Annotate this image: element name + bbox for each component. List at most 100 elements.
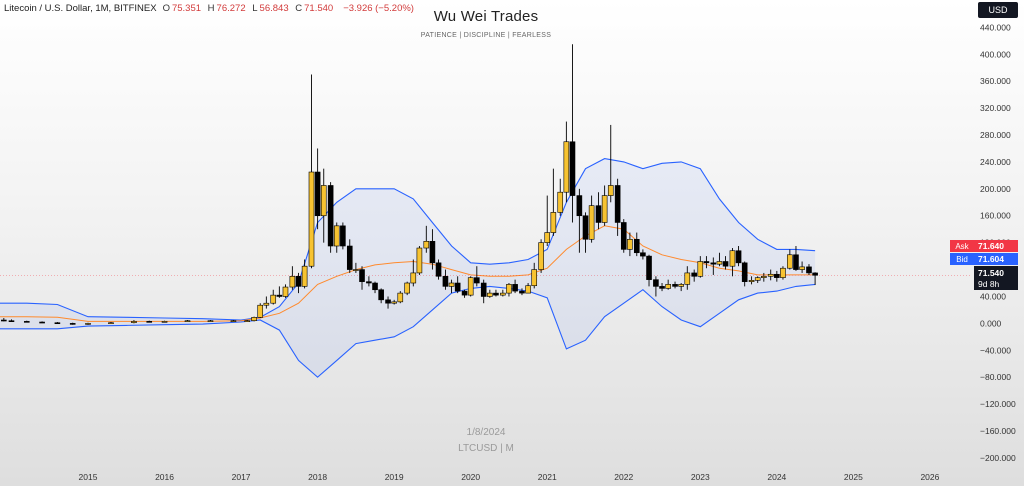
candle-body — [366, 281, 372, 284]
candle — [493, 289, 499, 297]
candle — [448, 279, 455, 294]
candle-body — [735, 250, 742, 264]
candle-body — [131, 321, 137, 324]
candle-body — [276, 294, 283, 297]
candle — [404, 281, 410, 296]
y-tick-label: −40.000 — [980, 345, 1011, 355]
candle — [774, 270, 780, 282]
candle-body — [108, 322, 114, 325]
bid-tag-label: Bid — [956, 255, 968, 264]
candle-body — [340, 225, 346, 247]
candle — [327, 182, 334, 253]
candle-body — [263, 302, 270, 306]
candle — [614, 178, 621, 236]
candle-body — [550, 212, 557, 233]
candle — [467, 276, 474, 297]
ohlc-high: H 76.272 — [207, 3, 246, 14]
candle — [391, 299, 397, 305]
candle-body — [184, 320, 191, 322]
candle-body — [327, 185, 334, 247]
candle-body — [780, 267, 786, 278]
candle — [557, 178, 564, 216]
candle-body — [614, 185, 621, 223]
candle-body — [665, 284, 671, 289]
candle — [423, 225, 430, 253]
candle-body — [410, 272, 417, 284]
candle — [665, 279, 671, 290]
ohlc-low: L 56.843 — [252, 3, 289, 14]
brand-header: Wu Wei Trades PATIENCE | DISCIPLINE | FE… — [0, 8, 972, 39]
y-tick-label: 440.000 — [980, 22, 1011, 32]
candle-body — [359, 269, 365, 282]
candle-body — [270, 294, 277, 304]
candle — [244, 320, 251, 322]
y-tick-label: −120.000 — [980, 399, 1016, 409]
candle-body — [404, 282, 410, 294]
candle — [806, 264, 812, 275]
candle — [69, 322, 76, 325]
candle-body — [385, 299, 391, 304]
candle-body — [423, 241, 430, 249]
candle-body — [314, 171, 321, 217]
candle — [340, 222, 346, 250]
candle-body — [569, 141, 576, 196]
candle-body — [684, 272, 691, 285]
symbol-label[interactable]: Litecoin / U.S. Dollar, 1M, BITFINEX — [4, 3, 157, 14]
candle-body — [710, 262, 717, 265]
candle — [276, 286, 283, 298]
candle-body — [244, 320, 251, 322]
plot-area — [0, 44, 972, 378]
candle — [576, 188, 583, 253]
candle-body — [748, 280, 755, 282]
candle — [588, 195, 595, 243]
x-tick-label: 2019 — [385, 472, 404, 482]
candle — [435, 259, 442, 280]
candle — [563, 121, 570, 203]
brand-title: Wu Wei Trades — [433, 8, 539, 25]
candle-body — [741, 262, 748, 282]
currency-button[interactable]: USD — [978, 2, 1018, 18]
y-tick-label: 200.000 — [980, 184, 1011, 194]
candle-body — [282, 286, 289, 297]
candle — [595, 192, 602, 230]
y-tick-label: −200.000 — [980, 453, 1016, 463]
candle — [320, 168, 327, 243]
candle-body — [691, 272, 697, 277]
candle-body — [8, 320, 15, 322]
ask-tag-label-bg — [950, 240, 974, 252]
price-change: −3.926 (−5.20%) — [343, 3, 414, 14]
candle — [607, 124, 614, 203]
candle — [346, 239, 353, 273]
candle-body — [519, 290, 525, 294]
candle-body — [461, 290, 468, 296]
x-tick-label: 2022 — [614, 472, 633, 482]
candle — [569, 44, 576, 223]
candle — [684, 266, 691, 290]
candle — [251, 316, 257, 322]
last-price-bg — [974, 266, 1018, 290]
y-tick-label: 0.000 — [980, 318, 1002, 328]
candle — [146, 320, 153, 323]
candle — [787, 249, 793, 270]
candle — [397, 291, 404, 304]
ask-tag-value-bg — [974, 240, 1018, 252]
candle — [627, 232, 633, 257]
candle-body — [257, 304, 264, 318]
x-tick-label: 2023 — [691, 472, 710, 482]
candle — [184, 320, 191, 322]
candle-body — [506, 284, 512, 294]
candle-body — [467, 277, 474, 296]
candle-body — [563, 141, 570, 193]
x-tick-label: 2015 — [79, 472, 98, 482]
candle — [39, 321, 45, 324]
candle-body — [793, 254, 799, 270]
candle-body — [54, 322, 61, 325]
candle-body — [85, 323, 91, 325]
candle-body — [678, 284, 684, 287]
ohlc-open: O 75.351 — [162, 3, 202, 14]
candle — [289, 266, 296, 290]
candle — [131, 320, 137, 324]
candle — [741, 261, 748, 287]
